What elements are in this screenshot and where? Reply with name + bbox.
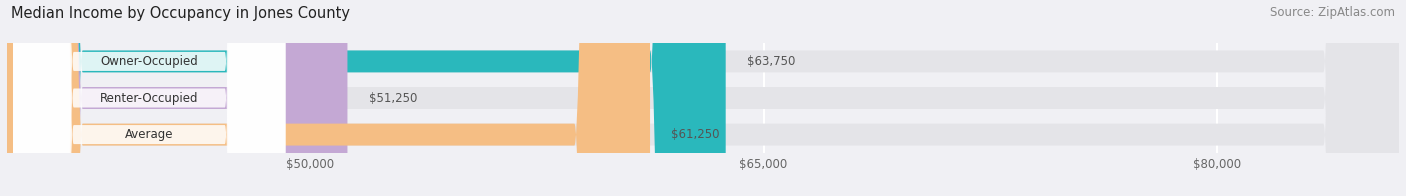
FancyBboxPatch shape (13, 0, 285, 196)
Text: Average: Average (125, 128, 173, 141)
Text: Median Income by Occupancy in Jones County: Median Income by Occupancy in Jones Coun… (11, 6, 350, 21)
Text: Source: ZipAtlas.com: Source: ZipAtlas.com (1270, 6, 1395, 19)
Text: Owner-Occupied: Owner-Occupied (100, 55, 198, 68)
FancyBboxPatch shape (7, 0, 725, 196)
Text: $61,250: $61,250 (671, 128, 720, 141)
FancyBboxPatch shape (13, 0, 285, 196)
Text: $63,750: $63,750 (747, 55, 796, 68)
FancyBboxPatch shape (13, 0, 285, 196)
Text: Renter-Occupied: Renter-Occupied (100, 92, 198, 104)
FancyBboxPatch shape (7, 0, 1399, 196)
Text: $51,250: $51,250 (368, 92, 418, 104)
FancyBboxPatch shape (7, 0, 650, 196)
FancyBboxPatch shape (7, 0, 1399, 196)
FancyBboxPatch shape (7, 0, 347, 196)
FancyBboxPatch shape (7, 0, 1399, 196)
